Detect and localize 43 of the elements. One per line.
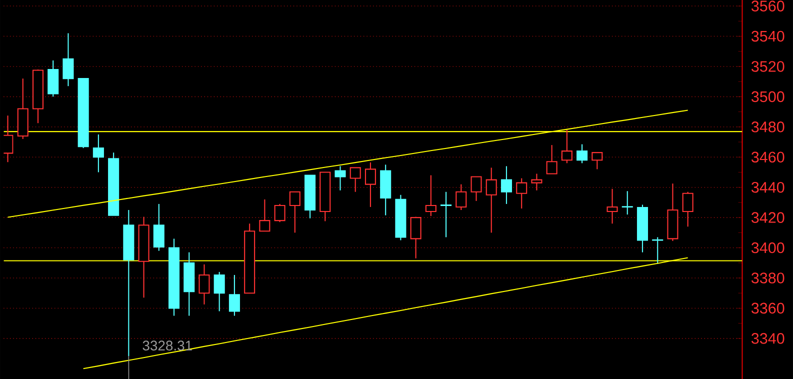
y-tick-label: 3440 xyxy=(751,182,784,193)
candlestick xyxy=(546,144,558,174)
candlestick xyxy=(274,203,286,223)
candlestick xyxy=(228,274,240,316)
y-tick-label: 3480 xyxy=(751,121,784,132)
candlestick xyxy=(682,191,694,228)
y-tick-label: 3460 xyxy=(751,152,784,162)
candlestick xyxy=(425,174,436,216)
candlestick xyxy=(214,271,225,312)
y-tick-label: 3500 xyxy=(751,91,784,102)
annotation: 3328.31 xyxy=(142,340,192,350)
y-tick-label: 3540 xyxy=(751,30,784,42)
candlestick xyxy=(259,198,270,232)
candlestick xyxy=(606,188,618,224)
candlestick xyxy=(576,144,588,164)
candlestick xyxy=(350,167,361,192)
candlestick xyxy=(516,178,528,209)
candlestick xyxy=(410,216,422,259)
y-tick-label: 3420 xyxy=(751,212,784,223)
candlestick xyxy=(500,166,512,204)
candlestick xyxy=(334,166,346,191)
y-tick-label: 3560 xyxy=(751,0,784,12)
candlestick xyxy=(486,167,497,234)
candlestick xyxy=(652,236,664,264)
y-tick-label: 3400 xyxy=(751,242,784,254)
y-tick-label: 3340 xyxy=(751,332,784,344)
candlestick xyxy=(456,184,467,210)
candlestick xyxy=(289,191,300,234)
candlestick xyxy=(561,129,572,164)
candlestick xyxy=(592,152,603,170)
candlestick xyxy=(531,173,542,191)
candlestick xyxy=(153,203,164,252)
candlestick xyxy=(364,162,376,208)
y-tick-label: 3360 xyxy=(751,302,784,314)
candlestick xyxy=(440,191,452,238)
y-tick-label: 3520 xyxy=(751,60,784,72)
candlestick xyxy=(622,190,633,215)
candlestick xyxy=(470,176,482,202)
y-tick-label: 3380 xyxy=(751,272,784,284)
candlestick xyxy=(62,32,74,87)
candlestick xyxy=(198,264,210,305)
candlestick xyxy=(4,114,14,163)
candlestick xyxy=(92,134,104,173)
